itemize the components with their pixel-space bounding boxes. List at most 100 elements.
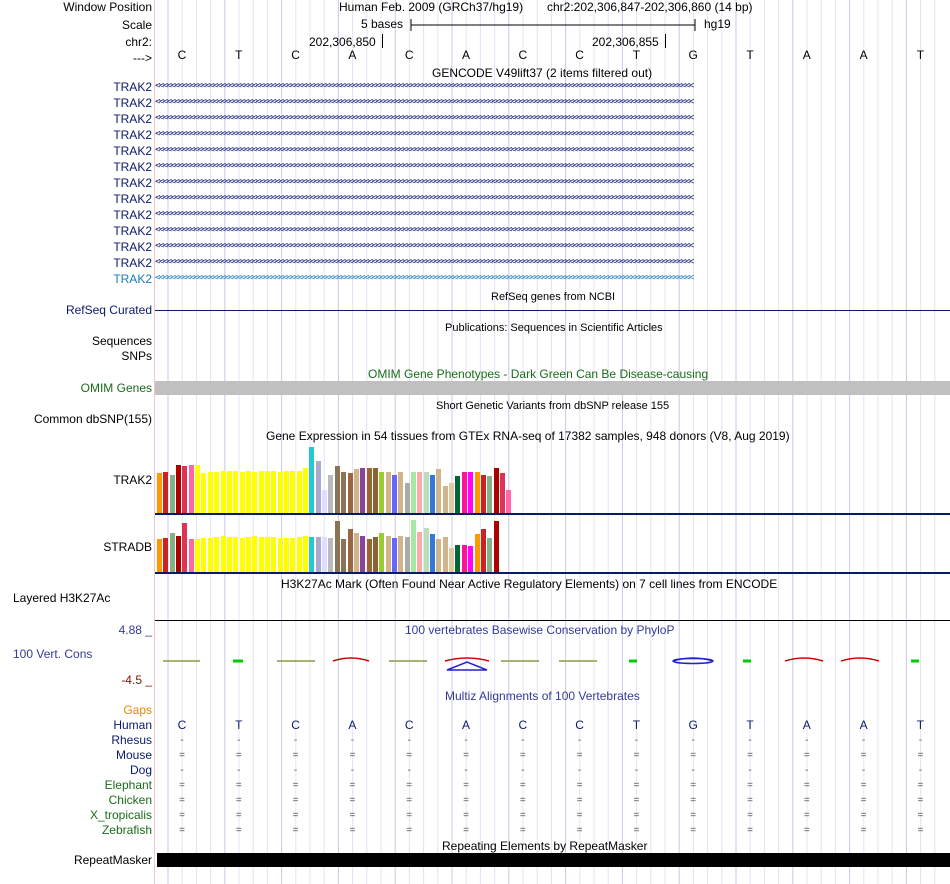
gtex-tissue-bar[interactable] — [442, 537, 448, 573]
gtex-tissue-bar[interactable] — [423, 528, 429, 573]
gencode-gene-label[interactable]: TRAK2 — [113, 128, 152, 142]
gtex-tissue-bar[interactable] — [296, 537, 302, 573]
gtex-tissue-bar[interactable] — [461, 545, 467, 573]
gtex-tissue-bar[interactable] — [207, 472, 213, 514]
gtex-tissue-bar[interactable] — [195, 539, 201, 573]
gtex-tissue-bar[interactable] — [315, 461, 321, 514]
gtex-tissue-bar[interactable] — [169, 533, 175, 573]
h3k27ac-title[interactable]: H3K27Ac Mark (Often Found Near Active Re… — [281, 577, 778, 591]
gtex-tissue-bar[interactable] — [188, 465, 194, 514]
gtex-tissue-bar[interactable] — [303, 536, 309, 573]
gtex-tissue-bar[interactable] — [258, 537, 264, 573]
gtex-tissue-bar[interactable] — [385, 536, 391, 573]
gtex-tissue-bar[interactable] — [360, 468, 366, 514]
gtex-tissue-bar[interactable] — [284, 538, 289, 573]
multiz-species-label[interactable]: Zebrafish — [101, 823, 152, 837]
gtex-tissue-bar[interactable] — [379, 533, 385, 573]
gtex-tissue-bar[interactable] — [264, 537, 270, 573]
gtex-tissue-bar[interactable] — [474, 534, 480, 573]
gtex-tissue-bar[interactable] — [334, 466, 340, 514]
gtex-tissue-bar[interactable] — [277, 538, 283, 573]
gtex-tissue-bar[interactable] — [487, 538, 493, 573]
gencode-title[interactable]: GENCODE V49lift37 (2 items filtered out) — [432, 66, 653, 80]
gtex-tissue-bar[interactable] — [411, 472, 416, 514]
gtex-tissue-bar[interactable] — [436, 539, 442, 573]
gtex-tissue-bar[interactable] — [417, 472, 423, 514]
tracks-area[interactable]: Human Feb. 2009 (GRCh37/hg19) chr2:202,3… — [155, 0, 950, 884]
gtex-tissue-bar[interactable] — [398, 536, 404, 573]
gtex-tissue-bar[interactable] — [328, 538, 334, 573]
gtex-stradb-label[interactable]: STRADB — [103, 540, 152, 554]
gtex-tissue-bar[interactable] — [487, 476, 493, 514]
gencode-transcript[interactable]: <<<<<<<<<<<<<<<<<<<<<<<<<<<<<<<<<<<<<<<<… — [155, 225, 694, 235]
gtex-tissue-bar[interactable] — [353, 533, 359, 573]
gtex-tissue-bar[interactable] — [271, 471, 277, 514]
gtex-tissue-bar[interactable] — [163, 472, 169, 514]
gtex-tissue-bar[interactable] — [176, 465, 182, 514]
gtex-tissue-bar[interactable] — [233, 537, 239, 573]
gtex-tissue-bar[interactable] — [277, 472, 283, 514]
gencode-gene-label[interactable]: TRAK2 — [113, 240, 152, 254]
gtex-tissue-bar[interactable] — [391, 475, 397, 514]
gencode-transcript[interactable]: <<<<<<<<<<<<<<<<<<<<<<<<<<<<<<<<<<<<<<<<… — [155, 241, 694, 251]
multiz-species-label[interactable]: Chicken — [108, 793, 152, 807]
gtex-tissue-bar[interactable] — [214, 537, 220, 573]
gtex-tissue-bar[interactable] — [493, 521, 499, 573]
repeatmasker-label[interactable]: RepeatMasker — [73, 853, 152, 867]
gencode-gene-label[interactable]: TRAK2 — [113, 176, 152, 190]
gencode-gene-label[interactable]: TRAK2 — [113, 112, 152, 126]
gtex-tissue-bar[interactable] — [309, 447, 315, 514]
gtex-tissue-bar[interactable] — [322, 537, 328, 573]
gtex-tissue-bar[interactable] — [264, 471, 270, 514]
dbsnp-label[interactable]: Common dbSNP(155) — [33, 412, 152, 426]
gtex-tissue-bar[interactable] — [252, 472, 258, 514]
gtex-tissue-bar[interactable] — [201, 473, 207, 514]
gencode-transcript[interactable]: <<<<<<<<<<<<<<<<<<<<<<<<<<<<<<<<<<<<<<<<… — [155, 113, 694, 123]
gtex-tissue-bar[interactable] — [430, 475, 436, 514]
gtex-tissue-bar[interactable] — [296, 471, 302, 514]
h3k27ac-label[interactable]: Layered H3K27Ac — [13, 591, 111, 605]
gtex-tissue-bar[interactable] — [284, 471, 289, 514]
gtex-tissue-bar[interactable] — [245, 471, 251, 514]
gtex-tissue-bar[interactable] — [220, 471, 226, 514]
gtex-tissue-bar[interactable] — [417, 532, 423, 573]
gtex-tissue-bar[interactable] — [258, 471, 264, 514]
gencode-transcript[interactable]: <<<<<<<<<<<<<<<<<<<<<<<<<<<<<<<<<<<<<<<<… — [155, 161, 694, 171]
publications-snps-label[interactable]: SNPs — [121, 349, 152, 363]
gencode-gene-label[interactable]: TRAK2 — [113, 192, 152, 206]
gencode-transcript[interactable]: <<<<<<<<<<<<<<<<<<<<<<<<<<<<<<<<<<<<<<<<… — [155, 81, 694, 91]
gencode-gene-label[interactable]: TRAK2 — [113, 144, 152, 158]
gtex-tissue-bar[interactable] — [404, 537, 410, 573]
omim-genes-label[interactable]: OMIM Genes — [80, 381, 152, 395]
gencode-gene-label[interactable]: TRAK2 — [113, 80, 152, 94]
gtex-tissue-bar[interactable] — [347, 473, 353, 514]
gtex-tissue-bar[interactable] — [315, 537, 321, 573]
gtex-tissue-bar[interactable] — [499, 473, 505, 514]
gtex-tissue-bar[interactable] — [157, 539, 162, 573]
gtex-tissue-bar[interactable] — [233, 471, 239, 514]
gtex-tissue-bar[interactable] — [506, 490, 512, 514]
gtex-tissue-bar[interactable] — [391, 538, 397, 573]
gtex-tissue-bar[interactable] — [455, 476, 461, 514]
gtex-tissue-bar[interactable] — [195, 465, 201, 514]
gtex-tissue-bar[interactable] — [328, 475, 334, 514]
gtex-title[interactable]: Gene Expression in 54 tissues from GTEx … — [266, 429, 790, 443]
gencode-transcript[interactable]: <<<<<<<<<<<<<<<<<<<<<<<<<<<<<<<<<<<<<<<<… — [155, 257, 694, 267]
gtex-tissue-bar[interactable] — [480, 529, 486, 573]
multiz-species-label[interactable]: X_tropicalis — [89, 808, 152, 822]
gtex-tissue-bar[interactable] — [188, 539, 194, 573]
multiz-species-label[interactable]: Dog — [129, 763, 152, 777]
gtex-tissue-bar[interactable] — [239, 472, 245, 514]
multiz-species-label[interactable]: Human — [113, 718, 152, 732]
refseq-title[interactable]: RefSeq genes from NCBI — [491, 291, 616, 303]
gtex-tissue-bar[interactable] — [493, 468, 499, 514]
gtex-tissue-bar[interactable] — [449, 548, 455, 573]
gtex-tissue-bar[interactable] — [385, 472, 391, 514]
multiz-species-label[interactable]: Mouse — [115, 748, 152, 762]
gtex-trak2-chart[interactable] — [155, 442, 950, 514]
gtex-tissue-bar[interactable] — [455, 545, 461, 573]
gtex-tissue-bar[interactable] — [309, 537, 315, 573]
gtex-tissue-bar[interactable] — [411, 520, 416, 573]
gencode-transcript[interactable]: <<<<<<<<<<<<<<<<<<<<<<<<<<<<<<<<<<<<<<<<… — [155, 209, 694, 219]
gencode-transcript[interactable]: <<<<<<<<<<<<<<<<<<<<<<<<<<<<<<<<<<<<<<<<… — [155, 193, 694, 203]
